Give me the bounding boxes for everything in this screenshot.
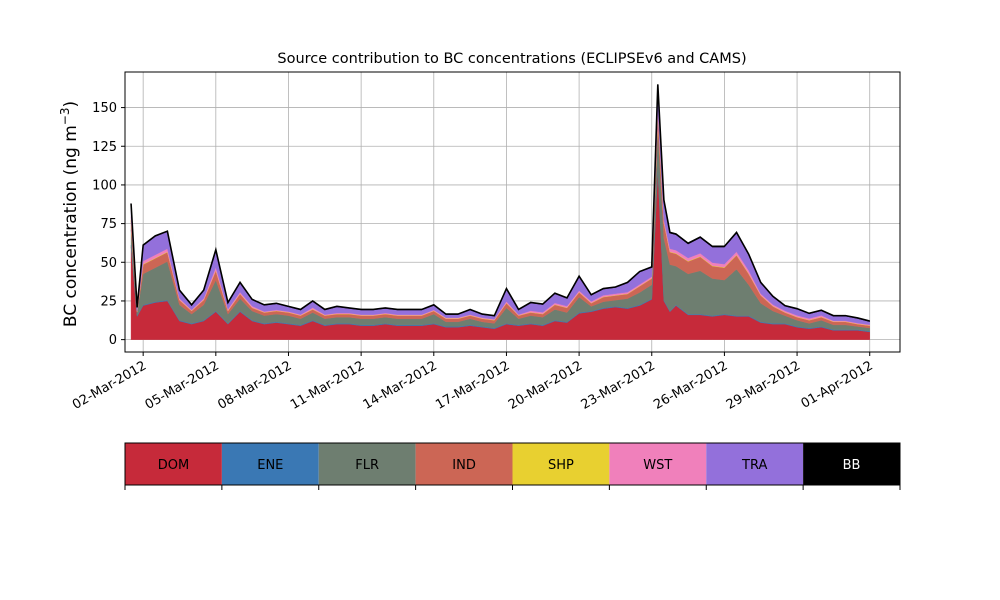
y-axis-ticks: 0 25 50 75 100 125 150 [92,101,125,348]
legend-swatch-flr [318,443,416,485]
plot-frame [124,71,901,353]
legend-label-bb: BB [843,458,861,473]
y-axis-label: BC concentration (ng m−3) [58,101,81,327]
legend-swatch-dom [125,443,222,485]
y-tick-label: 50 [100,256,117,271]
legend-label-tra: TRA [741,458,767,473]
legend-label-ene: ENE [257,458,283,473]
y-tick-label: 25 [100,294,117,309]
legend-swatch-ene [221,443,319,485]
x-tick-label: 08-Mar-2012 [215,358,294,412]
x-tick-label: 17-Mar-2012 [433,358,512,412]
legend-label-shp: SHP [548,458,574,473]
legend-swatch-ind [415,443,513,485]
chart-title: Source contribution to BC concentrations… [277,51,746,67]
x-tick-label: 26-Mar-2012 [651,358,730,412]
legend-label-wst: WST [643,458,672,473]
x-tick-label: 02-Mar-2012 [70,358,149,412]
legend-label-dom: DOM [158,458,189,473]
x-tick-label: 20-Mar-2012 [506,358,585,412]
legend: DOM ENE FLR IND SHP WST TRA BB [124,442,901,490]
total-line-group [130,84,870,322]
legend-swatch-bb [803,443,900,485]
area-series-tra [130,85,870,325]
x-tick-label: 23-Mar-2012 [579,358,658,412]
total-line [130,84,870,322]
y-tick-label: 100 [92,178,117,193]
y-tick-label: 125 [92,140,117,155]
x-tick-label: 01-Apr-2012 [799,358,876,411]
x-tick-label: 14-Mar-2012 [361,358,440,412]
y-tick-label: 150 [92,101,117,116]
y-axis-label-superscript: −3 [58,107,72,125]
legend-label-ind: IND [452,458,476,473]
x-tick-label: 29-Mar-2012 [724,358,803,412]
x-tick-label: 11-Mar-2012 [288,358,367,412]
y-tick-label: 0 [109,333,117,348]
x-axis-ticks: 02-Mar-201205-Mar-201208-Mar-201211-Mar-… [70,352,876,413]
y-axis-label-main: BC concentration (ng m [61,125,81,327]
legend-swatch-shp [512,443,610,485]
y-tick-label: 75 [100,217,117,232]
x-tick-label: 05-Mar-2012 [143,358,222,412]
legend-swatch-wst [609,443,707,485]
stacked-areas [130,84,870,340]
legend-label-flr: FLR [355,458,379,473]
legend-swatch-tra [706,443,804,485]
y-axis-label-close: ) [61,101,81,108]
